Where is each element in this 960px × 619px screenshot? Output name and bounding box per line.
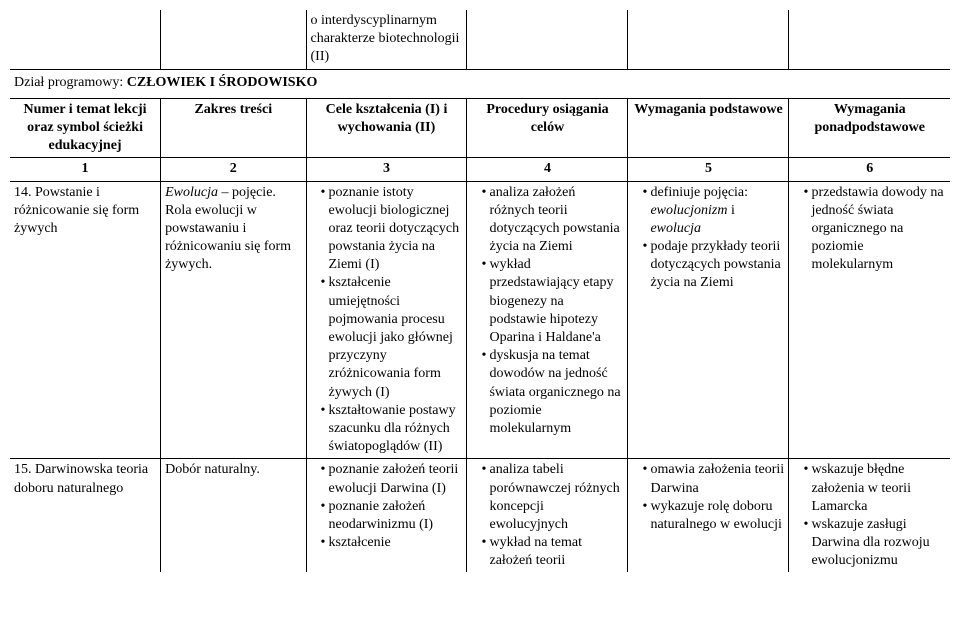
topic-cell: 14. Powstanie i różnicowanie się form ży… [10, 181, 161, 459]
cele-item: kształtowanie postawy szacunku dla różny… [321, 402, 463, 457]
zakres-cell: Ewolucja – pojęcie. Rola ewolucji w pows… [161, 181, 306, 459]
header-row: Numer i temat lekcji oraz symbol ścieżki… [10, 98, 950, 158]
header-cele: Cele kształcenia (I) i wychowania (II) [306, 98, 467, 158]
cele-item: kształcenie umiejętności pojmowania proc… [321, 274, 463, 401]
ponad-cell: wskazuje błędne założenia w teorii Lamar… [789, 459, 950, 573]
num-4: 5 [628, 158, 789, 181]
cele-item: poznanie założeń neodarwinizmu (I) [321, 498, 463, 534]
podst-item: podaje przykłady teorii dotyczących pows… [642, 238, 784, 293]
podst-it1: ewolucjonizm [650, 203, 727, 218]
header-ponad: Wymagania ponadpodstawowe [789, 98, 950, 158]
zakres-cell: Dobór naturalny. [161, 459, 306, 573]
table-row: 15. Darwinowska teoria doboru naturalneg… [10, 459, 950, 573]
num-0: 1 [10, 158, 161, 181]
podst-cell: omawia założenia teorii Darwina wykazuje… [628, 459, 789, 573]
ponad-item: wskazuje zasługi Darwina dla rozwoju ewo… [803, 516, 946, 571]
procedury-item: analiza założeń różnych teorii dotyczący… [481, 184, 623, 257]
num-2: 3 [306, 158, 467, 181]
podst-it2: ewolucja [650, 221, 701, 236]
num-1: 2 [161, 158, 306, 181]
procedury-item: wykład przedstawiający etapy biogenezy n… [481, 256, 623, 347]
section-row: Dział programowy: CZŁOWIEK I ŚRODOWISKO [10, 69, 950, 98]
header-topic: Numer i temat lekcji oraz symbol ścieżki… [10, 98, 161, 158]
podst-item: definiuje pojęcia: ewolucjonizm i ewoluc… [642, 184, 784, 239]
podst-cell: definiuje pojęcia: ewolucjonizm i ewoluc… [628, 181, 789, 459]
cele-cell: poznanie istoty ewolucji biologicznej or… [306, 181, 467, 459]
frag-cell-2: o interdyscyplinarnym charakterze biotec… [306, 10, 467, 69]
header-zakres: Zakres treści [161, 98, 306, 158]
num-3: 4 [467, 158, 628, 181]
section-prefix: Dział programowy: [14, 75, 127, 90]
section-name: CZŁOWIEK I ŚRODOWISKO [127, 75, 318, 90]
ponad-cell: przedstawia dowody na jedność świata org… [789, 181, 950, 459]
frag-cell-4 [628, 10, 789, 69]
ponad-item: przedstawia dowody na jedność świata org… [803, 184, 946, 275]
number-row: 1 2 3 4 5 6 [10, 158, 950, 181]
podst-mid: i [727, 203, 734, 218]
frag-cell-0 [10, 10, 161, 69]
cele-item: poznanie założeń teorii ewolucji Darwina… [321, 461, 463, 497]
procedury-item: wykład na temat założeń teorii [481, 534, 623, 570]
frag-cell-3 [467, 10, 628, 69]
num-5: 6 [789, 158, 950, 181]
table-row: 14. Powstanie i różnicowanie się form ży… [10, 181, 950, 459]
podst-pre: definiuje pojęcia: [650, 185, 748, 200]
procedury-item: analiza tabeli porównawczej różnych konc… [481, 461, 623, 534]
header-procedury: Procedury osiągania celów [467, 98, 628, 158]
frag-cell-1 [161, 10, 306, 69]
podst-item: wykazuje rolę doboru naturalnego w ewolu… [642, 498, 784, 534]
podst-item: omawia założenia teorii Darwina [642, 461, 784, 497]
fragment-row: o interdyscyplinarnym charakterze biotec… [10, 10, 950, 69]
ponad-item: wskazuje błędne założenia w teorii Lamar… [803, 461, 946, 516]
procedury-item: dyskusja na temat dowodów na jedność świ… [481, 347, 623, 438]
cele-item: poznanie istoty ewolucji biologicznej or… [321, 184, 463, 275]
frag-cell-5 [789, 10, 950, 69]
procedury-cell: analiza tabeli porównawczej różnych konc… [467, 459, 628, 573]
curriculum-table: o interdyscyplinarnym charakterze biotec… [10, 10, 950, 572]
cele-cell: poznanie założeń teorii ewolucji Darwina… [306, 459, 467, 573]
cele-item: kształcenie [321, 534, 463, 552]
section-title-cell: Dział programowy: CZŁOWIEK I ŚRODOWISKO [10, 69, 950, 98]
header-podst: Wymagania podstawowe [628, 98, 789, 158]
procedury-cell: analiza założeń różnych teorii dotyczący… [467, 181, 628, 459]
topic-cell: 15. Darwinowska teoria doboru naturalneg… [10, 459, 161, 573]
zakres-italic: Ewolucja [165, 185, 218, 200]
